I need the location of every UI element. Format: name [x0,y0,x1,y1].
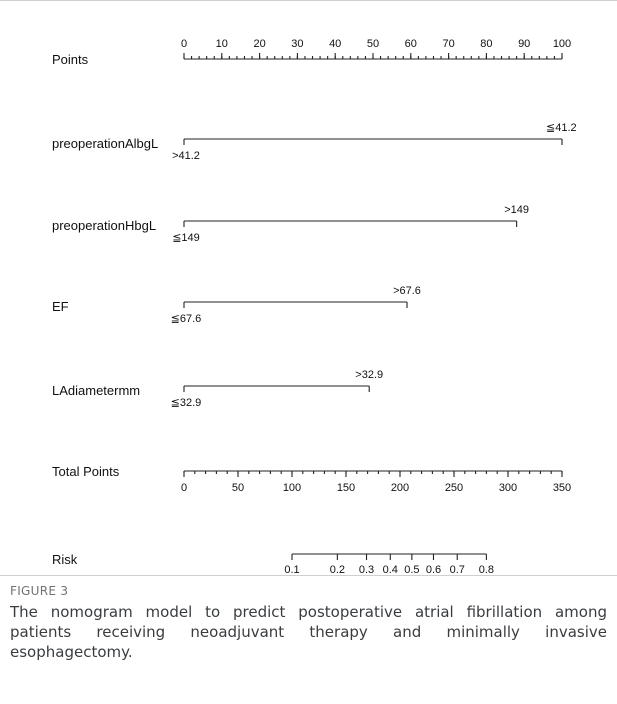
points-tick-label: 90 [518,38,530,50]
points-tick-label: 70 [442,38,454,50]
points-tick-label: 0 [181,38,187,50]
total-points-tick-label: 250 [445,482,463,494]
nomogram-chart: Points 0 10 20 30 40 50 60 70 80 90 100 preoperation… [52,38,577,576]
ladiametermm-low-level-label: ≦32.9 [171,397,202,409]
points-tick-label: 50 [367,38,379,50]
total-points-tick-label: 150 [337,482,355,494]
risk-tick-label: 0.7 [450,564,465,576]
preoperationhbgl-high-level-label: >149 [504,204,529,216]
points-tick-label: 20 [253,38,265,50]
preoperationalbgl-label: preoperationAlbgL [52,136,158,151]
risk-tick-label: 0.8 [479,564,494,576]
preoperationalbgl-high-level-label: ≦41.2 [546,122,577,134]
points-tick-label: 10 [216,38,228,50]
ef-high-level-label: >67.6 [393,285,421,297]
risk-label: Risk [52,552,78,567]
figure-caption: FIGURE 3 The nomogram model to predict p… [10,584,607,662]
total-points-tick-label: 200 [391,482,409,494]
total-points-label: Total Points [52,464,120,479]
points-tick-label: 30 [291,38,303,50]
figure-label: FIGURE 3 [10,584,69,598]
risk-tick-label: 0.5 [404,564,419,576]
risk-tick-label: 0.6 [426,564,441,576]
risk-tick-label: 0.1 [284,564,299,576]
caption-text: The nomogram model to predict postoperat… [10,603,607,661]
total-points-tick-label: 100 [283,482,301,494]
points-tick-label: 40 [329,38,341,50]
points-tick-label: 60 [405,38,417,50]
total-points-tick-label: 350 [553,482,571,494]
points-label: Points [52,52,89,67]
total-points-tick-label: 0 [181,482,187,494]
points-tick-label: 80 [480,38,492,50]
preoperationalbgl-low-level-label: >41.2 [172,150,200,162]
total-points-tick-label: 50 [232,482,244,494]
preoperationhbgl-low-level-label: ≦149 [172,232,200,244]
points-tick-label: 100 [553,38,571,50]
risk-tick-label: 0.3 [359,564,374,576]
risk-tick-label: 0.2 [330,564,345,576]
risk-tick-label: 0.4 [383,564,398,576]
figure-frame: Points 0 10 20 30 40 50 60 70 80 90 100 preoperation… [0,0,617,576]
ef-label: EF [52,299,69,314]
total-points-tick-label: 300 [499,482,517,494]
ladiametermm-label: LAdiametermm [52,383,140,398]
ef-low-level-label: ≦67.6 [171,313,202,325]
preoperationhbgl-label: preoperationHbgL [52,218,156,233]
ladiametermm-high-level-label: >32.9 [355,369,383,381]
